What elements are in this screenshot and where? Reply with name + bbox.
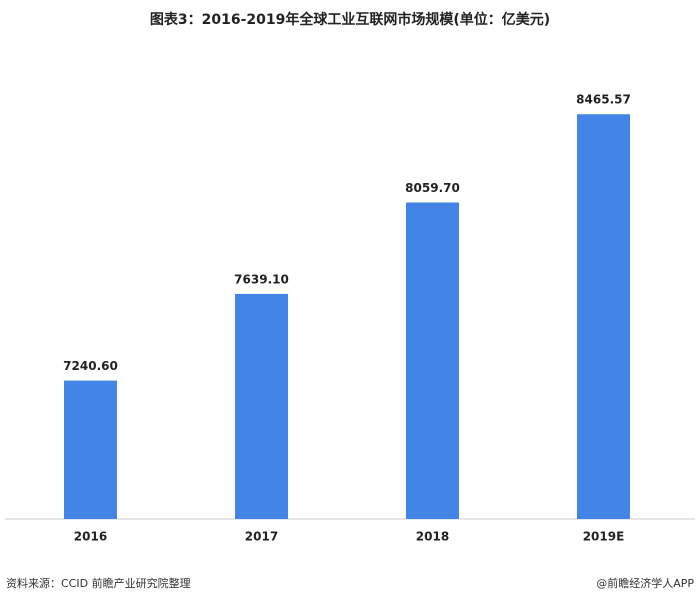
bar xyxy=(235,293,288,519)
value-label: 7240.60 xyxy=(63,359,118,373)
source: 资料来源：CCID 前瞻产业研究院整理 xyxy=(6,576,191,590)
chart-title: 图表3：2016-2019年全球工业互联网市场规模(单位：亿美元) xyxy=(150,11,550,28)
bar xyxy=(577,114,630,519)
credit: @前瞻经济学人APP xyxy=(596,576,694,590)
x-tick-label: 2017 xyxy=(245,530,278,544)
x-tick-label: 2018 xyxy=(416,530,449,544)
value-label: 8465.57 xyxy=(576,93,631,107)
value-label: 8059.70 xyxy=(405,181,460,195)
bar xyxy=(64,380,117,519)
x-tick-label: 2016 xyxy=(74,530,107,544)
bar xyxy=(406,202,459,520)
value-label: 7639.10 xyxy=(234,272,289,286)
x-tick-label: 2019E xyxy=(583,530,625,544)
